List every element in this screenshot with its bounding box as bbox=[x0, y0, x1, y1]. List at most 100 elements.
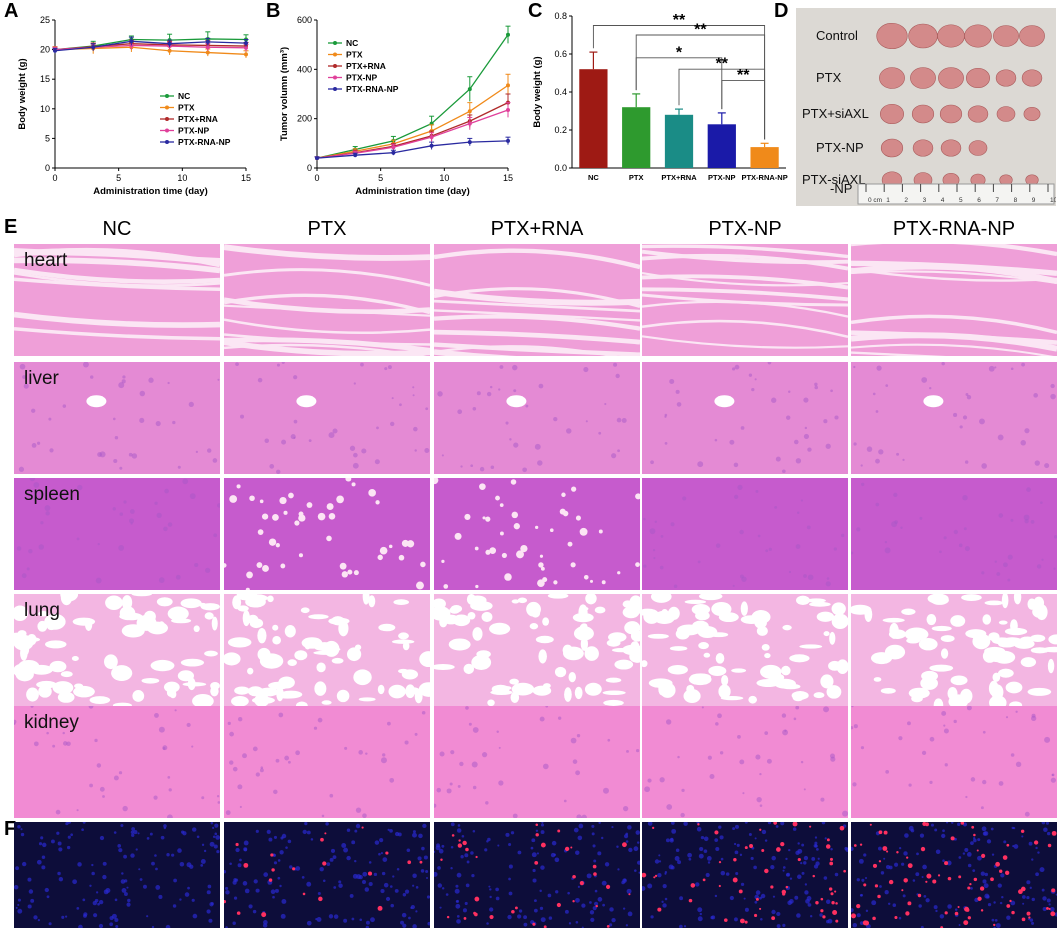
nucleus-dot bbox=[775, 825, 779, 828]
alveolus bbox=[511, 599, 520, 604]
ruler-label: 8 bbox=[1014, 197, 1018, 204]
apoptosis-dot bbox=[462, 840, 467, 846]
alveolus bbox=[121, 595, 133, 610]
nucleus bbox=[1041, 558, 1044, 561]
he-image bbox=[14, 362, 220, 474]
nucleus-dot bbox=[930, 823, 934, 827]
nucleus bbox=[964, 546, 970, 552]
nucleus-dot bbox=[801, 843, 805, 847]
nucleus bbox=[732, 584, 735, 587]
nucleus-dot bbox=[934, 828, 938, 832]
nucleus-dot bbox=[232, 921, 236, 925]
alveolus bbox=[234, 686, 250, 695]
nucleus-dot bbox=[675, 848, 680, 853]
nucleus-dot bbox=[171, 853, 175, 857]
nucleus-dot bbox=[383, 882, 389, 888]
apoptosis-dot bbox=[977, 896, 982, 901]
nucleus bbox=[966, 706, 972, 711]
nucleus-dot bbox=[699, 847, 704, 852]
nucleus-dot bbox=[173, 878, 177, 883]
nucleus-dot bbox=[658, 860, 662, 863]
nucleus-dot bbox=[213, 844, 218, 849]
he-image bbox=[642, 362, 848, 474]
vacuole bbox=[336, 495, 344, 504]
nucleus bbox=[1050, 777, 1056, 783]
nucleus bbox=[670, 522, 675, 527]
nucleus-dot bbox=[113, 831, 117, 834]
nucleus-dot bbox=[184, 892, 190, 897]
he-image bbox=[434, 362, 640, 474]
alveolus bbox=[231, 695, 249, 706]
bracket-line bbox=[635, 34, 766, 140]
nucleus-dot bbox=[508, 843, 512, 847]
nucleus-dot bbox=[423, 855, 428, 860]
nucleus-dot bbox=[466, 860, 470, 864]
vacuole bbox=[326, 503, 334, 511]
nucleus-dot bbox=[577, 835, 583, 841]
nucleus bbox=[512, 813, 518, 818]
nucleus-dot bbox=[225, 926, 228, 928]
vacuole bbox=[561, 492, 566, 497]
nucleus bbox=[18, 466, 25, 472]
nucleus bbox=[154, 712, 159, 718]
he-image bbox=[851, 478, 1057, 590]
apoptosis-dot bbox=[592, 864, 597, 869]
alveolus bbox=[267, 595, 274, 603]
nucleus-dot bbox=[817, 857, 820, 860]
series-nc bbox=[314, 25, 511, 161]
apoptosis-dot bbox=[761, 848, 765, 852]
nucleus-dot bbox=[359, 918, 363, 922]
alveolus bbox=[629, 650, 640, 663]
nucleus-dot bbox=[636, 860, 640, 865]
nucleus-dot bbox=[15, 866, 20, 871]
nucleus-dot bbox=[729, 895, 734, 901]
nucleus bbox=[994, 366, 997, 369]
nucleus bbox=[89, 783, 93, 788]
apoptosis-dot bbox=[851, 913, 856, 919]
nucleus bbox=[44, 505, 51, 511]
he-image bbox=[224, 362, 430, 474]
significance-label: * bbox=[676, 44, 683, 61]
he-image bbox=[434, 244, 640, 356]
nucleus-dot bbox=[165, 924, 171, 928]
nucleus bbox=[953, 412, 958, 418]
nucleus bbox=[795, 706, 800, 710]
alveolus bbox=[756, 678, 780, 688]
nucleus-dot bbox=[636, 841, 640, 844]
nucleus bbox=[626, 749, 629, 753]
nucleus bbox=[583, 366, 589, 373]
nucleus bbox=[1007, 554, 1013, 560]
apoptosis-dot bbox=[540, 842, 546, 848]
nucleus-dot bbox=[540, 830, 545, 835]
nucleus-dot bbox=[333, 886, 337, 889]
nucleus-dot bbox=[698, 853, 704, 859]
nucleus-dot bbox=[553, 853, 557, 856]
nucleus-dot bbox=[151, 925, 155, 928]
tumor-specimen bbox=[910, 67, 936, 89]
nucleus bbox=[676, 402, 682, 407]
nucleus-dot bbox=[539, 889, 542, 893]
nucleus bbox=[1010, 518, 1014, 522]
fiber-gap bbox=[14, 326, 220, 341]
nucleus-dot bbox=[456, 828, 462, 833]
nucleus bbox=[225, 810, 231, 816]
nucleus-dot bbox=[714, 894, 718, 898]
nucleus-dot bbox=[99, 835, 105, 841]
nucleus-dot bbox=[593, 859, 597, 863]
nucleus bbox=[260, 766, 264, 769]
nucleus bbox=[823, 706, 830, 713]
apoptosis-dot bbox=[385, 851, 389, 855]
fluorescence-tile-ptx bbox=[224, 822, 430, 928]
apoptosis-dot bbox=[903, 878, 908, 883]
vessel bbox=[923, 395, 944, 408]
data-point bbox=[53, 48, 57, 53]
tissue-background bbox=[642, 362, 848, 474]
nucleus-dot bbox=[17, 898, 21, 902]
nucleus-dot bbox=[535, 829, 539, 833]
apoptosis-dot bbox=[990, 877, 994, 882]
apoptosis-dot bbox=[557, 829, 561, 833]
apoptosis-dot bbox=[654, 874, 658, 878]
nucleus-dot bbox=[102, 861, 107, 866]
nucleus bbox=[414, 732, 418, 736]
alveolus bbox=[984, 600, 1004, 606]
